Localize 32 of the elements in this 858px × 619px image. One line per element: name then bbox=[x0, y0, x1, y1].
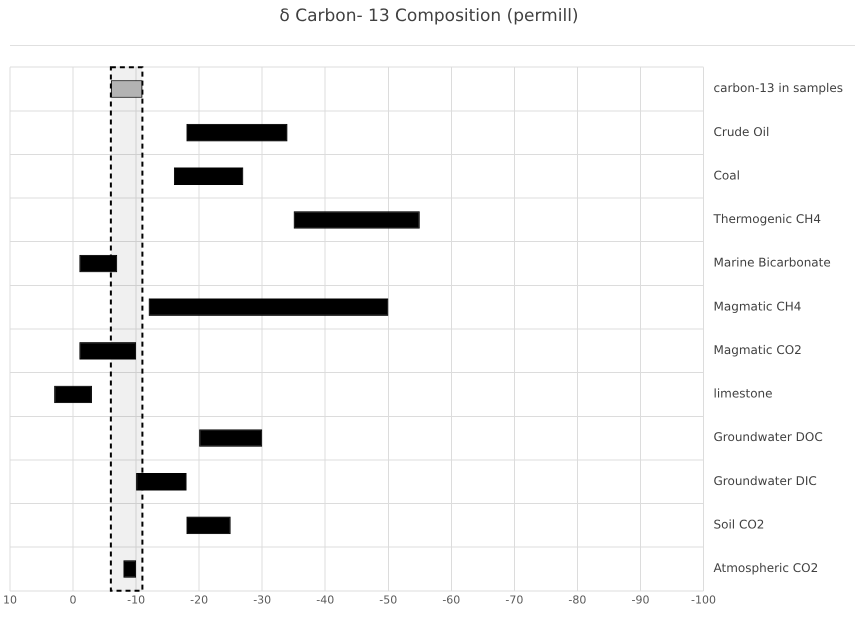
chart-title: δ Carbon- 13 Composition (permill) bbox=[278, 6, 580, 26]
bar bbox=[174, 168, 244, 186]
x-tick-label: -40 bbox=[316, 593, 334, 606]
y-tick-label: Soil CO2 bbox=[714, 517, 764, 532]
y-tick-label: Groundwater DIC bbox=[714, 474, 817, 488]
y-tick-label: limestone bbox=[714, 386, 773, 401]
y-tick-label: Thermogenic CH4 bbox=[712, 212, 821, 226]
y-tick-label: Groundwater DOC bbox=[714, 430, 823, 444]
y-tick-label: Magmatic CO2 bbox=[714, 342, 802, 357]
y-tick-label: Magmatic CH4 bbox=[714, 299, 802, 314]
x-tick-label: -100 bbox=[691, 593, 716, 606]
x-tick-label: -70 bbox=[505, 593, 524, 606]
bar bbox=[199, 429, 262, 447]
bar bbox=[148, 298, 388, 316]
y-tick-label: Atmospheric CO2 bbox=[714, 561, 818, 576]
x-tick-label: -20 bbox=[190, 593, 208, 606]
bar bbox=[186, 516, 231, 534]
x-tick-label: 10 bbox=[3, 593, 17, 606]
x-tick-label: -30 bbox=[253, 593, 272, 606]
bar bbox=[54, 386, 92, 404]
x-tick-label: -10 bbox=[127, 593, 146, 606]
bar bbox=[294, 211, 420, 229]
y-tick-label: Marine Bicarbonate bbox=[714, 256, 831, 270]
x-tick-label: -60 bbox=[442, 593, 460, 606]
x-tick-label: -50 bbox=[379, 593, 398, 606]
y-tick-label: Coal bbox=[714, 168, 740, 182]
y-tick-label: carbon-13 in samples bbox=[714, 81, 843, 96]
bar bbox=[186, 124, 288, 142]
x-tick-label: -90 bbox=[631, 593, 650, 606]
x-tick-label: -80 bbox=[568, 593, 586, 606]
y-tick-label: Crude Oil bbox=[714, 124, 770, 139]
x-tick-label: 0 bbox=[70, 593, 77, 606]
